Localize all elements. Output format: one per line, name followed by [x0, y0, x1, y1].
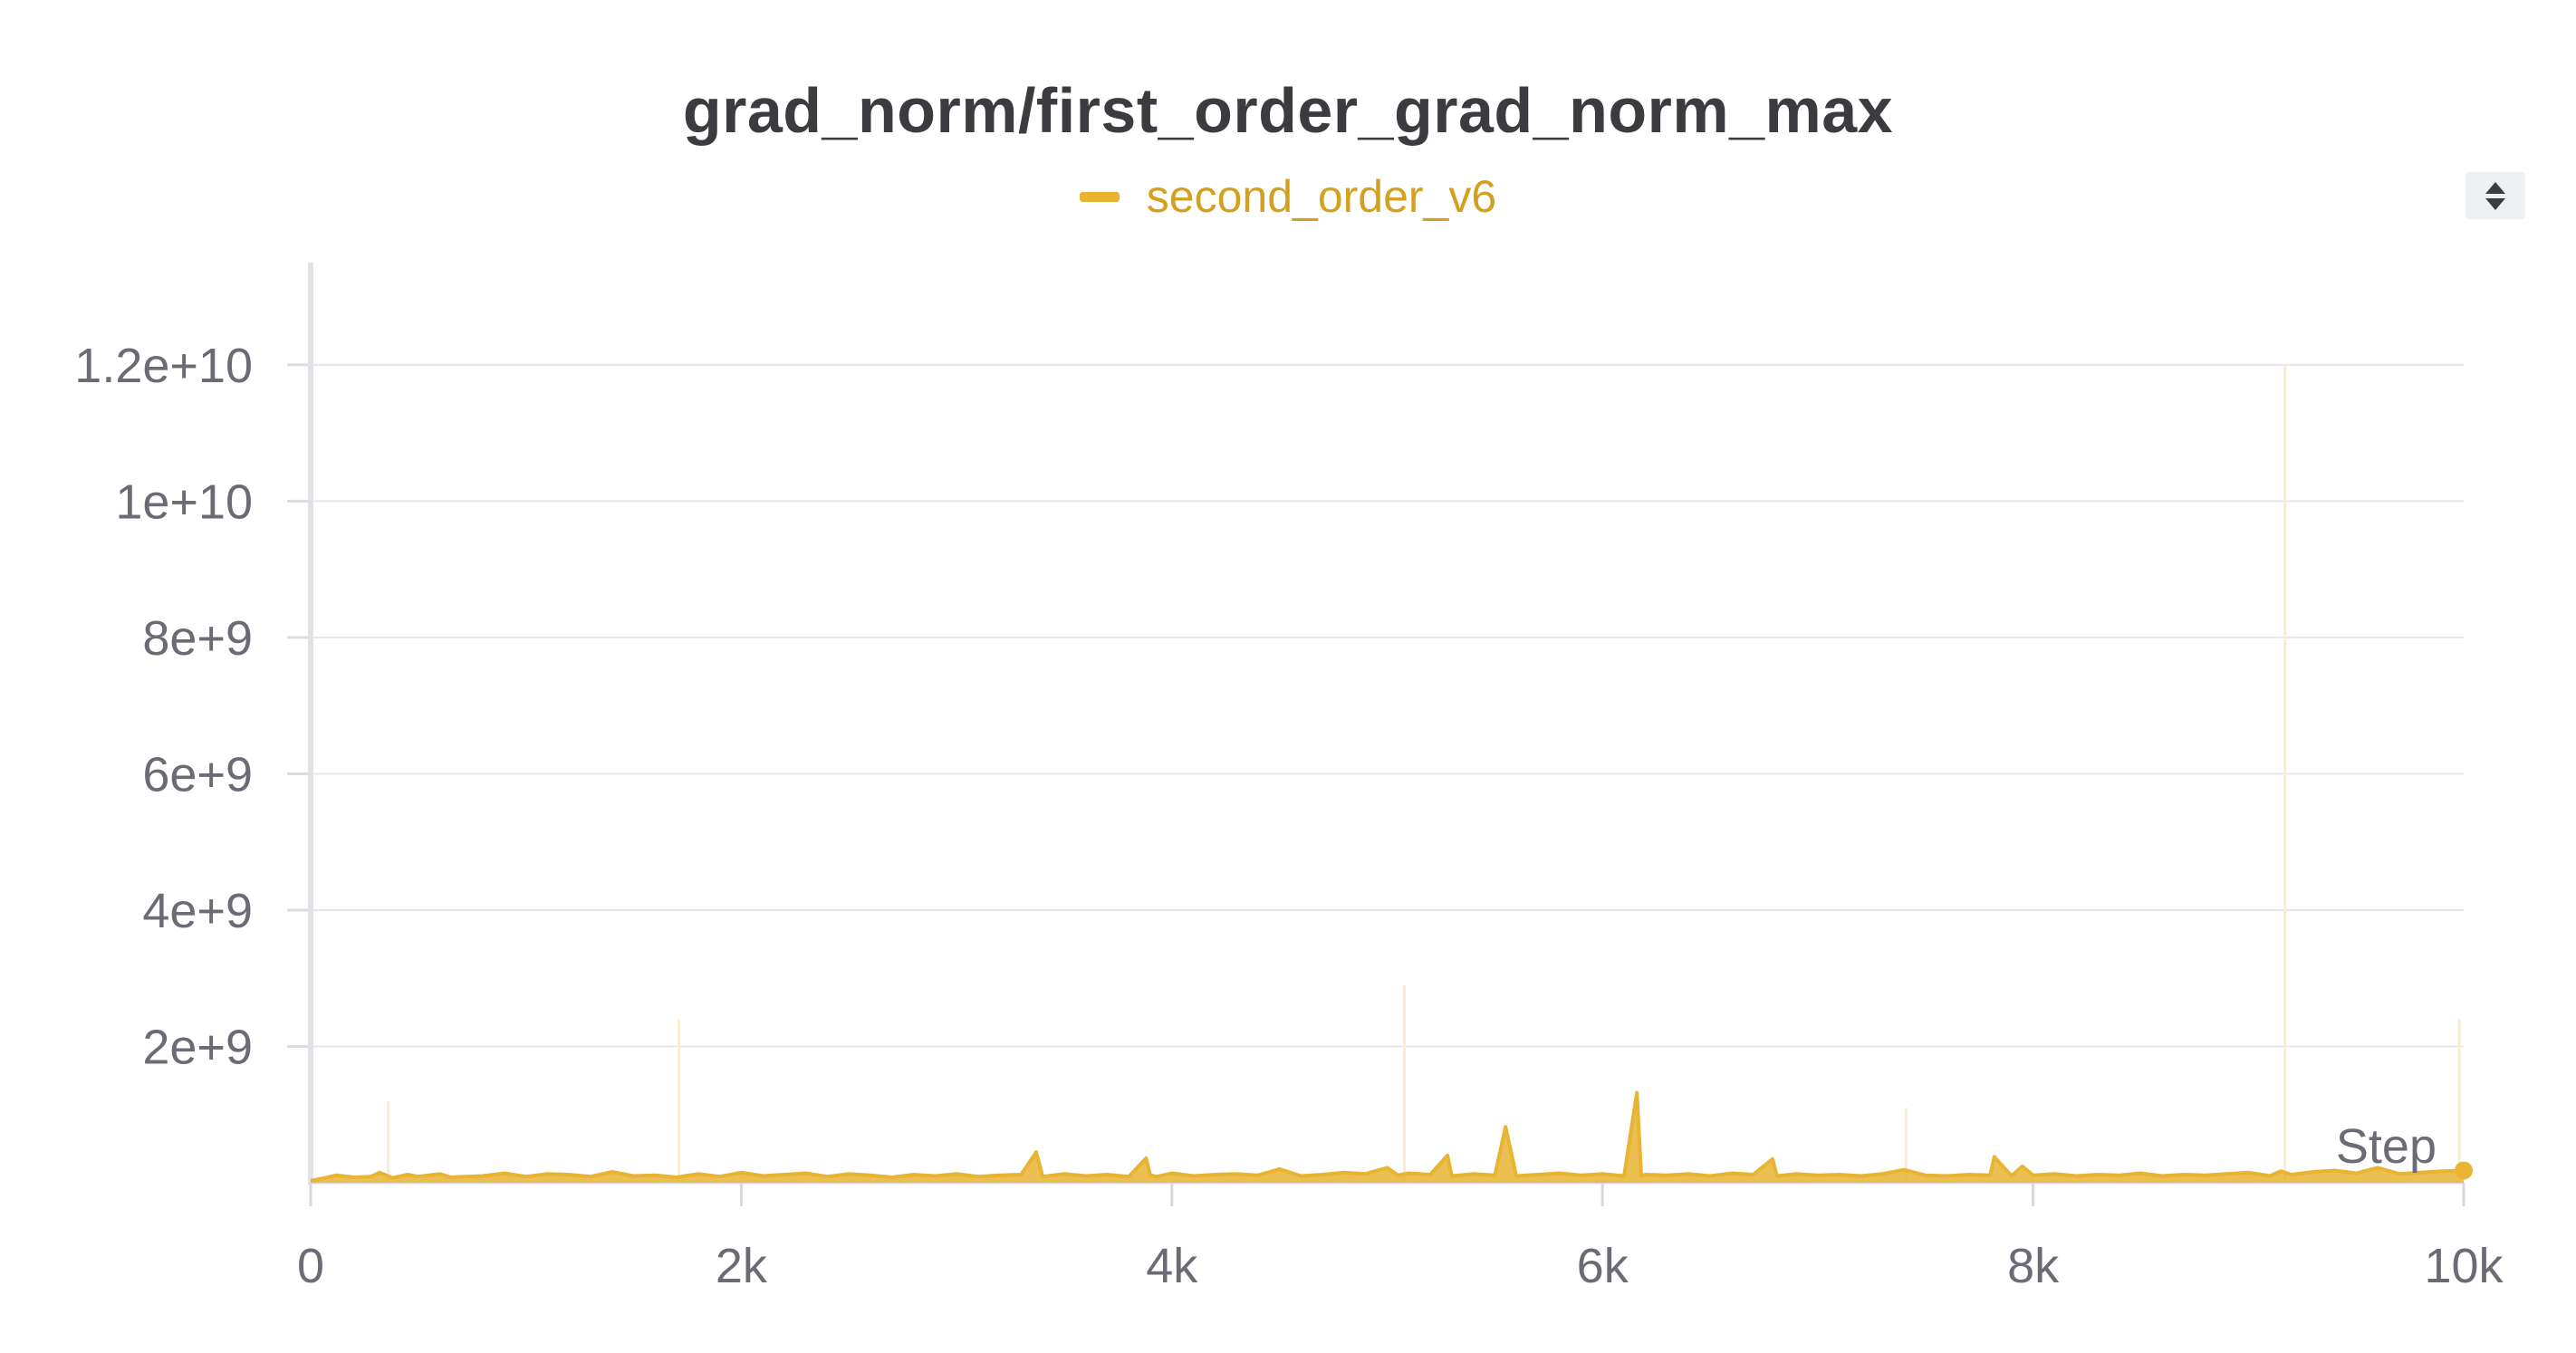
legend-label-second-order-v6[interactable]: second_order_v6 [1146, 171, 1497, 222]
y-tick-label: 6e+9 [142, 747, 253, 801]
x-tick-label: 6k [1577, 1239, 1629, 1293]
y-tick-label: 8e+9 [142, 611, 253, 666]
x-tick-label: 10k [2424, 1239, 2504, 1293]
y-tick-label: 1.2e+10 [74, 339, 253, 393]
chart-title: grad_norm/first_order_grad_norm_max [682, 75, 1894, 146]
series-line-second-order-v6 [310, 1090, 2465, 1183]
x-tick-label: 4k [1146, 1239, 1198, 1293]
legend-swatch [1079, 191, 1120, 202]
y-tick-label: 2e+9 [142, 1020, 253, 1074]
legend: second_order_v6 [0, 170, 2576, 223]
series-endpoint-marker [2455, 1161, 2473, 1180]
caret-up-icon [2485, 181, 2505, 194]
caret-down-icon [2485, 197, 2505, 210]
sort-toggle-button[interactable] [2465, 172, 2525, 219]
x-axis-label: Step [2336, 1119, 2437, 1174]
x-tick-label: 2k [716, 1239, 768, 1293]
x-tick-label: 8k [2007, 1239, 2060, 1293]
y-tick-label: 4e+9 [142, 884, 253, 938]
x-tick-label: 0 [297, 1239, 324, 1293]
y-tick-label: 1e+10 [115, 475, 253, 529]
